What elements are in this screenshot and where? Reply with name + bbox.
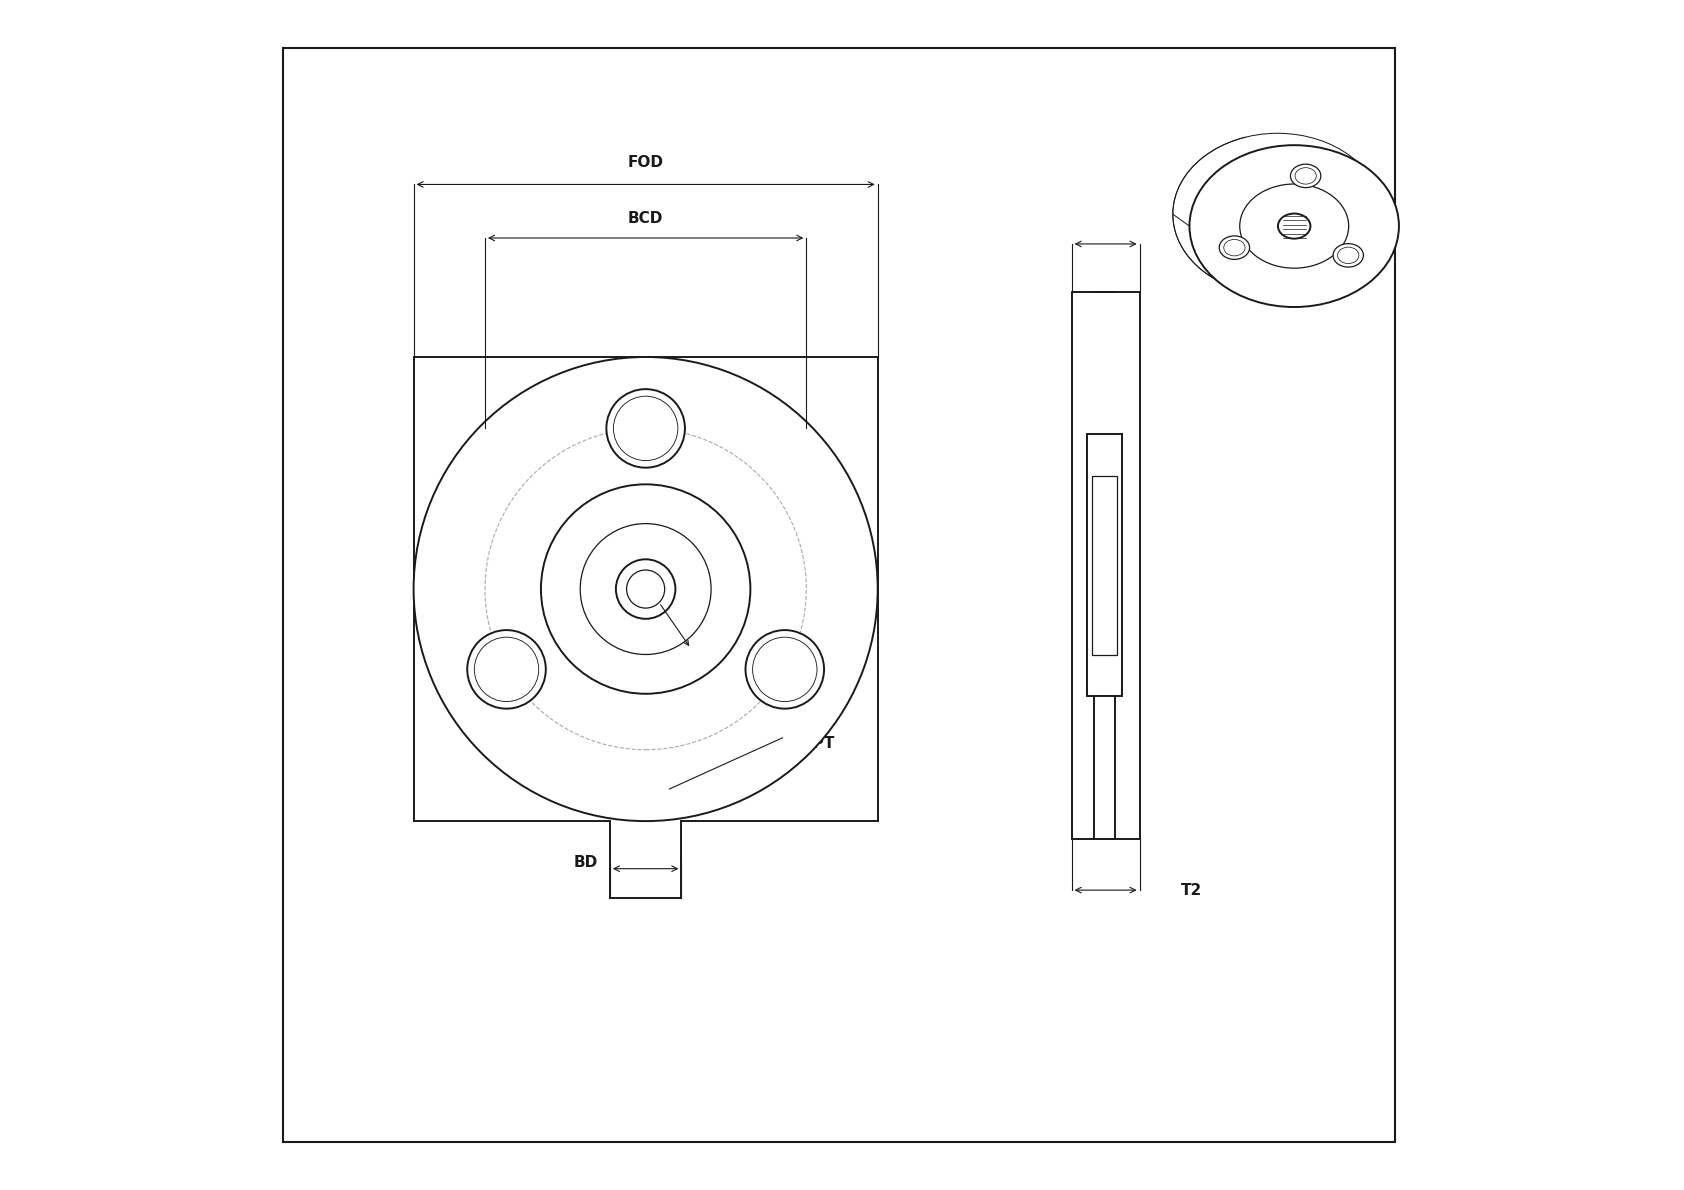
Ellipse shape [541,484,751,694]
Text: BCD: BCD [628,211,663,226]
Ellipse shape [466,631,546,709]
Ellipse shape [606,389,685,468]
Ellipse shape [1337,248,1359,263]
Text: T1: T1 [1180,237,1202,251]
Ellipse shape [616,559,675,619]
Ellipse shape [1219,236,1250,259]
Ellipse shape [414,357,877,821]
Text: BD: BD [574,856,598,870]
Ellipse shape [746,631,823,709]
Bar [1071,292,1140,839]
Ellipse shape [1172,133,1383,295]
Ellipse shape [613,396,679,461]
Ellipse shape [581,524,711,655]
Text: FOD: FOD [628,155,663,170]
Ellipse shape [1239,184,1349,268]
Ellipse shape [1295,168,1317,184]
Ellipse shape [1189,145,1399,307]
Ellipse shape [753,637,817,702]
Bar [1091,476,1116,654]
Text: T2: T2 [1180,883,1202,897]
Ellipse shape [1290,164,1320,188]
Ellipse shape [475,637,539,702]
Bar [1095,696,1115,839]
Ellipse shape [1334,244,1364,267]
Ellipse shape [626,570,665,608]
Ellipse shape [1224,239,1244,256]
Bar [1088,434,1122,696]
Ellipse shape [1278,213,1310,239]
Text: NPT: NPT [800,737,835,751]
